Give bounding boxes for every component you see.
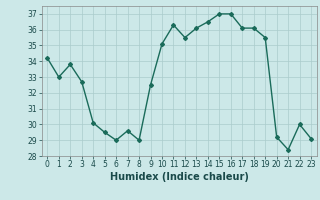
- X-axis label: Humidex (Indice chaleur): Humidex (Indice chaleur): [110, 172, 249, 182]
